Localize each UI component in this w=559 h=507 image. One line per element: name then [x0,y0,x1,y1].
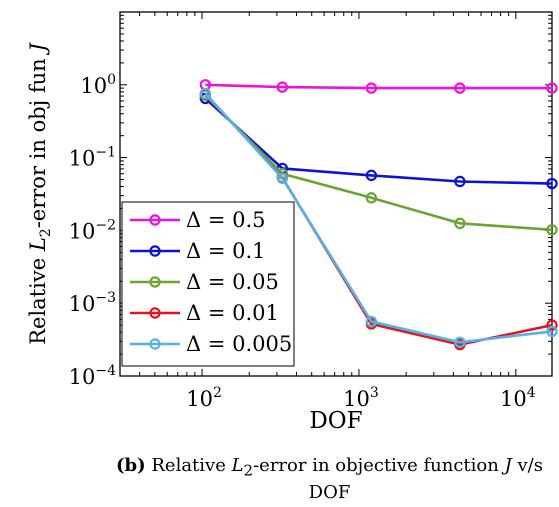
data-point [546,325,558,338]
legend-label-4: Δ = 0.005 [186,332,292,356]
data-point [546,177,558,190]
legend-marker-1 [149,245,161,257]
series-line-0 [205,83,552,90]
legend-label-1: Δ = 0.1 [186,239,266,263]
series-lines [199,79,558,351]
y-tick-label: 100 [80,72,116,98]
caption-text-mid: -error in objective function [253,455,505,476]
legend-marker-3 [149,307,161,319]
x-tick-label: 104 [500,385,536,411]
caption-variable: J [504,455,512,476]
legend: Δ = 0.5 Δ = 0.1 Δ = 0.05 Δ = 0.01 Δ = 0.005 [121,201,295,367]
series-line-1 [204,97,553,185]
plot-frame [119,11,553,377]
series-line-2 [204,94,553,232]
data-point [365,315,378,328]
data-point [199,87,212,100]
caption-text: Relative [145,455,232,476]
y-tick-label: 10−2 [69,217,116,243]
data-point [276,81,289,93]
data-point [546,82,558,94]
data-point [454,336,466,349]
data-point [365,82,378,94]
y-tick-label: 10−1 [69,145,116,171]
legend-marker-2 [149,276,161,288]
legend-marker-0 [149,214,161,226]
x-axis-label: DOF [309,408,362,434]
series-line-4 [204,92,553,344]
chart: 102 103 104 100 10−1 10−2 10−3 10−4 DOF Relati… [26,11,558,434]
caption-line2: DOF [308,481,351,503]
data-point [365,169,378,182]
y-tick-label: 10−4 [69,363,116,389]
legend-label-2: Δ = 0.05 [186,270,279,294]
data-point [454,217,466,230]
legend-label-3: Δ = 0.01 [186,301,279,325]
data-point [454,175,466,188]
data-point [454,82,466,94]
caption-label: (b) [116,455,146,476]
legend-marker-4 [149,338,161,350]
y-tick-label: 10−3 [69,290,116,316]
data-point [546,319,558,331]
y-tick-labels: 100 10−1 10−2 10−3 10−4 [69,72,116,389]
figure-caption: (b) Relative L2-error in objective funct… [100,455,559,504]
data-point [276,172,289,184]
x-tick-label: 103 [343,385,379,411]
caption-text-end: v/s [511,455,543,476]
x-tick-labels: 102 103 104 [186,385,536,411]
x-tick-label: 102 [186,385,222,411]
data-point [546,224,558,236]
caption-symbol: L [231,455,244,476]
caption-subscript: 2 [243,461,254,480]
legend-label-0: Δ = 0.5 [186,208,266,232]
data-point [365,192,378,204]
y-axis-label: Relative L2-error in obj fun J [26,42,54,345]
